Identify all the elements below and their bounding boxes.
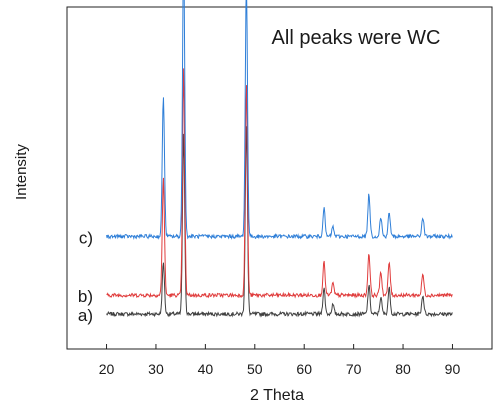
annotation-text: All peaks were WC [272, 27, 441, 49]
series-line [106, 0, 453, 241]
plot-frame [66, 6, 493, 350]
x-tick-label: 80 [395, 361, 411, 377]
series-label: b) [78, 287, 93, 306]
x-tick-label: 90 [445, 361, 461, 377]
x-tick-label: 60 [296, 361, 312, 377]
series-group [106, 0, 453, 318]
series-label: a) [78, 306, 93, 325]
x-tick-label: 50 [247, 361, 263, 377]
series-line [106, 126, 453, 318]
x-tick-label: 20 [99, 361, 115, 377]
x-tick-label: 30 [148, 361, 164, 377]
series-line [106, 68, 453, 299]
x-tick-label: 70 [346, 361, 362, 377]
series-label: c) [79, 228, 93, 247]
x-axis-label: 2 Theta [250, 387, 304, 404]
x-tick-label: 40 [198, 361, 214, 377]
x-axis-ticks: 20 30 40 50 60 70 80 90 [99, 344, 461, 377]
series-labels: a)b) c) [78, 228, 93, 325]
y-axis-label: Intensity [13, 144, 30, 200]
